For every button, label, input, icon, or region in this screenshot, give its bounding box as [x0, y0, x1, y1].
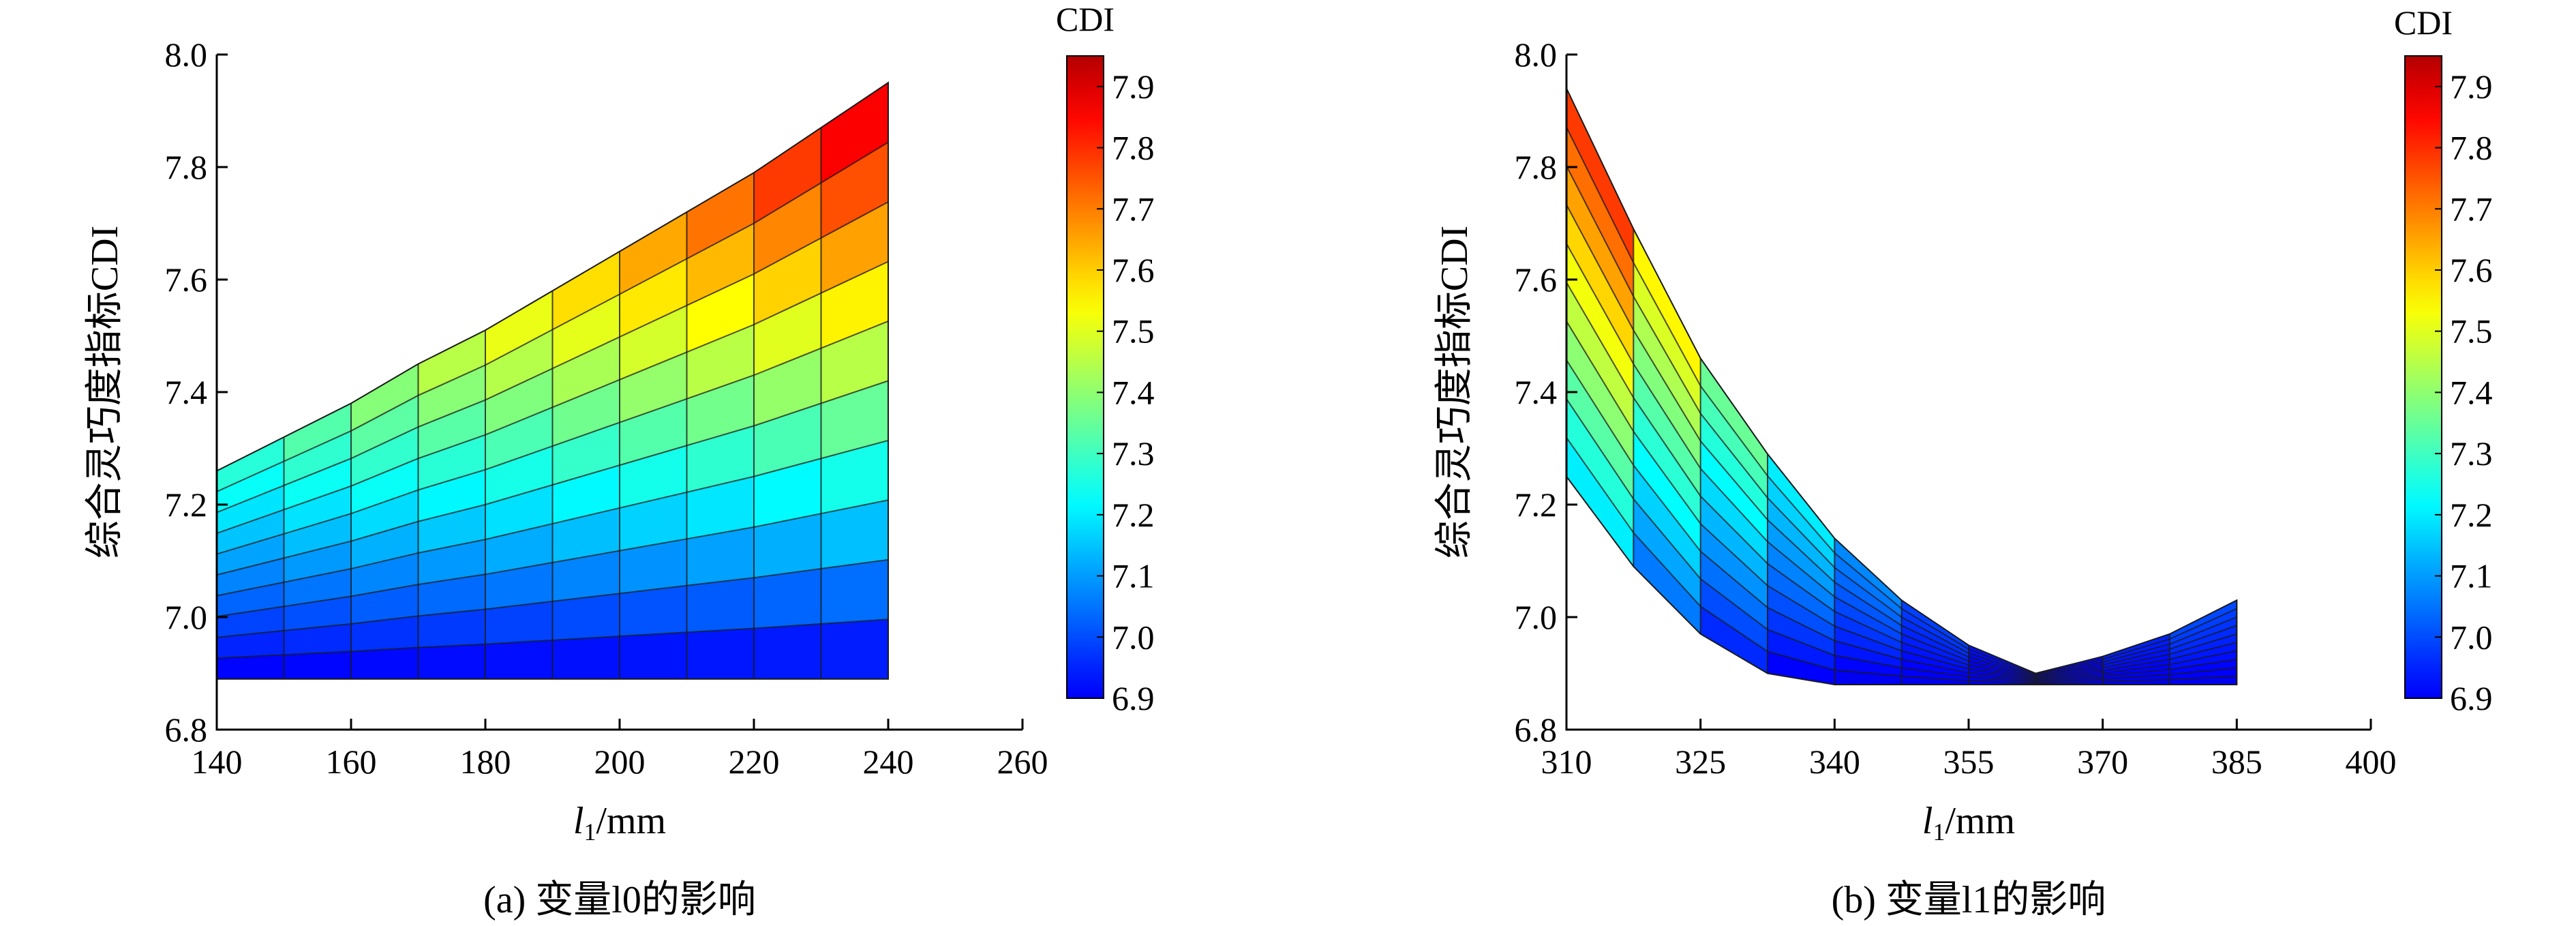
colorbar-tick-label: 7.5	[1112, 312, 1155, 350]
surface-cell	[753, 568, 821, 629]
colorbar-tick-label: 7.7	[2450, 190, 2493, 228]
y-tick-label: 7.0	[165, 598, 208, 636]
colorbar-title-b: CDI	[2394, 3, 2453, 42]
surface-a	[216, 81, 889, 680]
x-axis-a: 140 160 180 200 220 240 260	[192, 719, 1048, 781]
surface-outline	[216, 81, 889, 680]
x-tick-label: 140	[192, 743, 243, 781]
y-tick-label: 7.6	[165, 260, 208, 299]
chart-a: 140 160 180 200 220 240 260 6.8 7.0 7.2 7.4 7.6 7.8…	[84, 35, 1048, 921]
y-tick-label: 7.6	[1515, 260, 1558, 299]
colorbar-tick-label: 7.2	[1112, 496, 1155, 534]
surface-cell	[216, 654, 284, 680]
surface-cell	[418, 644, 486, 680]
y-axis-b: 6.8 7.0 7.2 7.4 7.6 7.8 8.0	[1515, 35, 1577, 749]
surface-cell	[686, 577, 755, 633]
x-tick-label: 385	[2211, 743, 2262, 781]
colorbar-tick-label: 7.5	[2450, 312, 2493, 350]
surface-cell	[552, 636, 620, 680]
x-tick-label: 325	[1675, 743, 1726, 781]
chart-b: 310 325 340 355 370 385 400 6.8 7.0 7.2 7.4 7.6 7.8…	[1434, 35, 2397, 921]
colorbar-tick-label: 7.9	[1112, 68, 1155, 106]
x-tick-label: 180	[460, 743, 511, 781]
x-tick-label: 370	[2077, 743, 2128, 781]
colorbar-gradient-a	[1066, 55, 1104, 699]
surface-cell	[284, 651, 352, 680]
colorbar-tick-label: 7.4	[2450, 373, 2493, 411]
x-tick-label: 310	[1541, 743, 1592, 781]
colorbar-gradient-b	[2404, 55, 2442, 699]
surface-cell	[619, 585, 687, 637]
colorbar-tick-label: 6.9	[1112, 679, 1155, 717]
colorbar-tick-label: 7.4	[1112, 373, 1155, 411]
x-axis-b: 310 325 340 355 370 385 400	[1541, 719, 2397, 781]
colorbar-tick-label: 7.0	[1112, 618, 1155, 656]
y-tick-label: 7.2	[165, 486, 208, 524]
x-axis-title-b: l1/mm	[1922, 800, 2015, 846]
surface-cell	[350, 647, 419, 680]
colorbar-tick-label: 7.6	[2450, 251, 2493, 289]
colorbar-labels-b: 6.9 7.0 7.1 7.2 7.3 7.4 7.5 7.6 7.7 7.8 7.9	[2435, 68, 2493, 717]
colorbar-a: CDI 6.9 7.0 7.1 7.2 7.3 7.4 7.5 7.6 7.7 7.8 7.9	[1056, 0, 1155, 717]
colorbar-tick-label: 7.8	[1112, 129, 1155, 167]
x-tick-label: 340	[1809, 743, 1860, 781]
colorbar-title-a: CDI	[1056, 0, 1115, 38]
surface-cell	[753, 623, 821, 680]
colorbar-tick-label: 7.1	[1112, 557, 1155, 595]
colorbar-tick-label: 7.1	[2450, 557, 2493, 595]
x-tick-label: 160	[326, 743, 377, 781]
y-tick-label: 7.8	[165, 148, 208, 186]
y-tick-label: 7.0	[1515, 598, 1558, 636]
x-tick-label: 240	[863, 743, 914, 781]
y-axis-title-a: 综合灵巧度指标CDI	[84, 226, 126, 558]
colorbar-tick-label: 7.3	[2450, 434, 2493, 473]
surface-cell	[619, 631, 687, 680]
y-tick-label: 7.8	[1515, 148, 1558, 186]
x-tick-label: 200	[594, 743, 646, 781]
surface-cell	[821, 618, 889, 680]
surface-cell	[485, 640, 553, 680]
colorbar-b: CDI 6.9 7.0 7.1 7.2 7.3 7.4 7.5 7.6 7.7 7.8 7.9	[2394, 3, 2493, 717]
caption-a: (a) 变量l0的影响	[483, 879, 756, 921]
caption-b: (b) 变量l1的影响	[1832, 879, 2106, 921]
y-tick-label: 7.4	[1515, 373, 1558, 411]
y-tick-label: 7.2	[1515, 486, 1558, 524]
surface-cell	[686, 627, 755, 680]
y-axis-title-b: 综合灵巧度指标CDI	[1434, 226, 1476, 558]
colorbar-tick-label: 7.6	[1112, 251, 1155, 289]
x-tick-label: 260	[997, 743, 1048, 781]
surface-outline	[1566, 88, 2238, 685]
y-tick-label: 6.8	[165, 711, 208, 749]
colorbar-tick-label: 7.0	[2450, 618, 2493, 656]
colorbar-labels-a: 6.9 7.0 7.1 7.2 7.3 7.4 7.5 7.6 7.7 7.8 7.9	[1097, 68, 1155, 717]
colorbar-tick-label: 7.3	[1112, 434, 1155, 473]
colorbar-tick-label: 7.9	[2450, 68, 2493, 106]
colorbar-tick-label: 7.7	[1112, 190, 1155, 228]
colorbar-tick-label: 7.8	[2450, 129, 2493, 167]
x-tick-label: 355	[1943, 743, 1995, 781]
colorbar-tick-label: 6.9	[2450, 679, 2493, 717]
x-tick-label: 400	[2346, 743, 2397, 781]
surface-cell	[821, 559, 889, 625]
y-tick-label: 8.0	[165, 35, 208, 74]
colorbar-tick-label: 7.2	[2450, 496, 2493, 534]
y-axis-a: 6.8 7.0 7.2 7.4 7.6 7.8 8.0	[165, 35, 228, 749]
y-tick-label: 6.8	[1515, 711, 1558, 749]
y-tick-label: 7.4	[165, 373, 208, 411]
y-tick-label: 8.0	[1515, 35, 1558, 74]
x-axis-title-a: l1/mm	[573, 800, 666, 846]
x-tick-label: 220	[729, 743, 780, 781]
surface-b	[1566, 88, 2238, 685]
